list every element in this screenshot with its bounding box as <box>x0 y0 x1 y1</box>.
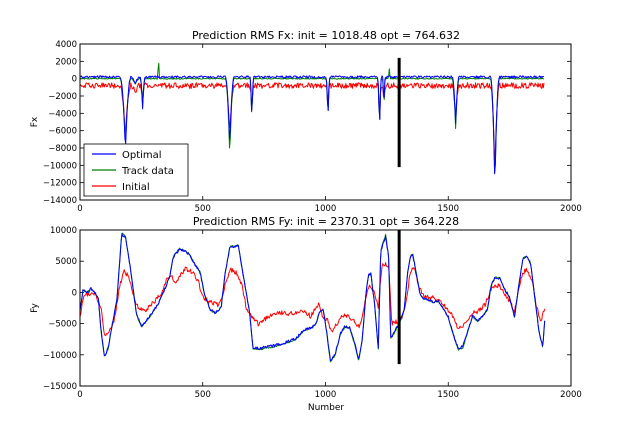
fy-x-axis-label: Number <box>308 403 344 413</box>
fx-y-tick-label: −2000 <box>48 92 77 102</box>
fy-line-initial <box>79 262 546 337</box>
fx-y-axis-label: Fx <box>30 116 40 127</box>
fx-x-tick-label: 1500 <box>437 204 459 214</box>
legend-label-optimal: Optimal <box>122 150 162 161</box>
fx-line-track-data <box>79 62 545 174</box>
fy-y-tick-label: 0 <box>72 288 77 298</box>
fy-y-tick-label: 5000 <box>55 257 77 267</box>
fy-y-tick-label: −15000 <box>43 382 77 392</box>
fx-y-tick-label: −4000 <box>48 109 77 119</box>
fy-y-tick-label: −10000 <box>43 351 77 361</box>
fx-y-tick-label: −6000 <box>48 127 77 137</box>
fx-y-tick-label: 4000 <box>55 40 77 50</box>
fx-axes-frame <box>79 43 572 201</box>
fx-chart-title: Prediction RMS Fx: init = 1018.48 opt = … <box>192 29 460 42</box>
fx-x-tick-label: 1000 <box>315 204 337 214</box>
fy-subplot: Prediction RMS Fy: init = 2370.31 opt = … <box>30 215 582 413</box>
fy-ticks: 0 500 1000 1500 2000 10000 5000 0 −5000 −10000 −15… <box>43 226 582 400</box>
fy-chart-title: Prediction RMS Fy: init = 2370.31 opt = … <box>193 215 459 228</box>
fx-y-tick-label: −14000 <box>43 196 77 206</box>
fy-x-tick-label: 500 <box>195 390 211 400</box>
fx-y-tick-label: −8000 <box>48 144 77 154</box>
fx-x-tick-label: 0 <box>77 204 82 214</box>
fx-y-tick-label: 2000 <box>55 57 77 67</box>
fx-y-tick-label: 0 <box>72 75 77 85</box>
fx-line-optimal <box>79 75 545 175</box>
fx-x-tick-label: 500 <box>195 204 211 214</box>
fy-line-optimal <box>79 233 546 361</box>
fy-y-tick-label: −5000 <box>48 320 77 330</box>
fy-x-tick-label: 1500 <box>437 390 459 400</box>
fy-y-axis-label: Fy <box>30 302 40 312</box>
legend-label-track-data: Track data <box>121 166 174 177</box>
fy-y-tick-label: 10000 <box>50 226 77 236</box>
legend-label-initial: Initial <box>122 182 150 193</box>
fy-x-tick-label: 0 <box>77 390 82 400</box>
fx-legend: Optimal Track data Initial <box>83 143 189 197</box>
fx-y-tick-label: −10000 <box>43 161 77 171</box>
fy-axes-frame <box>79 229 572 387</box>
fx-series-lines <box>79 62 545 175</box>
fx-x-tick-label: 2000 <box>560 204 582 214</box>
fx-ticks: 0 500 1000 1500 2000 4000 2000 0 −2000 −4000 −6000… <box>43 40 582 214</box>
fy-x-tick-label: 1000 <box>315 390 337 400</box>
fy-x-tick-label: 2000 <box>560 390 582 400</box>
fy-series-lines <box>79 232 546 363</box>
fx-y-tick-label: −12000 <box>43 179 77 189</box>
fx-line-initial <box>79 82 545 160</box>
fx-subplot: Prediction RMS Fx: init = 1018.48 opt = … <box>30 29 582 214</box>
